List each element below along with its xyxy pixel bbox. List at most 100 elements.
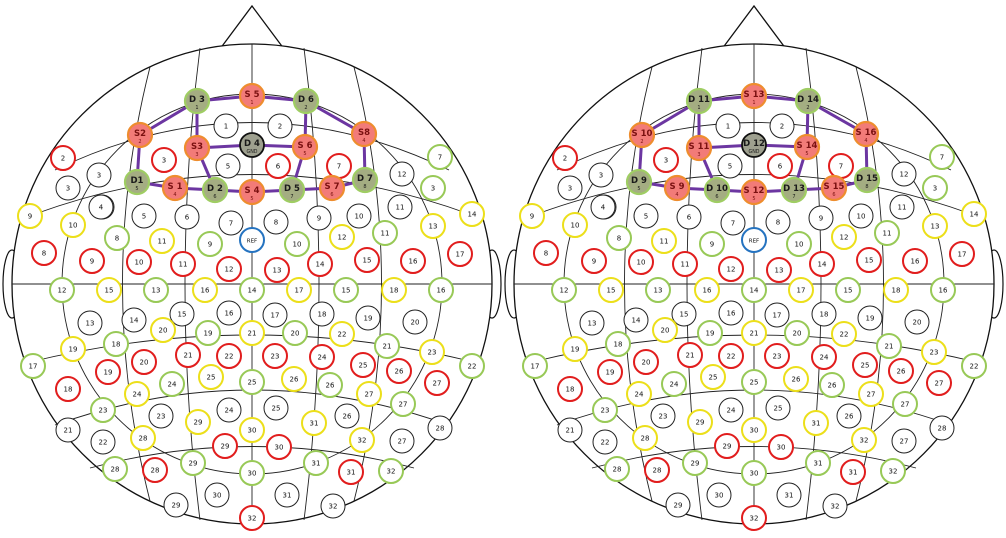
electrode-ring: [676, 204, 702, 230]
eeg-electrode: 23: [764, 343, 790, 369]
electrode-label: 25: [359, 362, 368, 370]
electrode-ring: [216, 300, 242, 326]
electrode-label: 5: [226, 163, 230, 171]
electrode-ring: [891, 428, 917, 454]
electrode-label: 17: [958, 251, 967, 259]
electrode-label: 31: [310, 420, 319, 428]
electrode-ring: [239, 417, 265, 443]
electrode-label: 29: [221, 443, 230, 451]
electrode-label: 18: [112, 341, 121, 349]
electrode-label: 13: [931, 223, 940, 231]
eeg-electrode: 10: [848, 203, 874, 229]
eeg-electrode: 15: [856, 247, 882, 273]
electrode-label: 24: [133, 391, 142, 399]
eeg-electrode: 3: [151, 147, 177, 173]
eeg-electrode: 6: [265, 153, 291, 179]
electrode-ring: [700, 364, 726, 390]
electrode-label: 3: [933, 185, 937, 193]
eeg-electrode: 22: [459, 353, 485, 379]
electrode-ring: [317, 372, 343, 398]
electrode-label: 29: [189, 460, 198, 468]
electrode-label: 19: [204, 330, 213, 338]
electrode-ring: [159, 371, 185, 397]
electrode-label: 23: [99, 407, 108, 415]
eeg-electrode: 22: [329, 321, 355, 347]
transverse-curve: [54, 122, 450, 171]
electrode-ring: [148, 403, 174, 429]
source-circle: [350, 120, 378, 148]
eeg-electrode: 25: [263, 395, 289, 421]
eeg-electrode: 21: [677, 342, 703, 368]
electrode-label: 23: [930, 349, 939, 357]
electrode-ring: [50, 145, 76, 171]
eeg-electrode: 21: [741, 320, 767, 346]
electrode-label: 16: [727, 310, 736, 318]
electrode-ring: [851, 427, 877, 453]
electrode-ring: [767, 153, 793, 179]
eeg-electrode: 30: [239, 460, 265, 486]
eeg-electrode: 20: [904, 309, 930, 335]
electrode-ring: [809, 251, 835, 277]
source-label: S 15: [824, 182, 845, 192]
electrode-ring: [264, 257, 290, 283]
electrode-label: 13: [273, 267, 282, 275]
electrode-ring: [239, 505, 265, 531]
electrode-label: 17: [29, 363, 38, 371]
electrode-ring: [402, 309, 428, 335]
eeg-electrode: 25: [239, 369, 265, 395]
detector-label: D1: [131, 176, 144, 186]
electrode-label: 19: [104, 369, 113, 377]
eeg-electrode: 24: [718, 397, 744, 423]
electrode-label: 27: [900, 438, 909, 446]
electrode-label: 14: [970, 211, 979, 219]
electrode-label: 12: [840, 234, 849, 242]
electrode-label: 12: [900, 171, 909, 179]
reference-ring: [741, 227, 767, 253]
electrode-ring: [597, 359, 623, 385]
electrode-ring: [768, 434, 794, 460]
detector-optode: D 95: [625, 168, 653, 196]
detector-label: D 6: [298, 95, 314, 105]
electrode-ring: [427, 144, 453, 170]
eeg-electrode: 21: [175, 342, 201, 368]
electrode-ring: [650, 403, 676, 429]
electrode-label: 16: [201, 287, 210, 295]
electrode-ring: [557, 417, 583, 443]
eeg-electrode: 12: [49, 277, 75, 303]
electrode-label: 16: [703, 287, 712, 295]
transverse-curve: [34, 174, 470, 215]
electrode-ring: [121, 307, 147, 333]
electrode-ring: [788, 277, 814, 303]
electrode-label: 32: [358, 437, 367, 445]
electrode-label: 16: [437, 287, 446, 295]
electrode-label: 30: [750, 427, 759, 435]
electrode-label: 11: [179, 261, 188, 269]
electrode-ring: [163, 492, 189, 518]
electrode-ring: [803, 410, 829, 436]
eeg-electrode: 10: [562, 212, 588, 238]
electrode-ring: [349, 427, 375, 453]
electrode-label: 20: [642, 359, 651, 367]
eeg-electrode: 18: [811, 301, 837, 327]
electrode-ring: [718, 397, 744, 423]
electrode-ring: [741, 369, 767, 395]
electrode-label: 18: [820, 311, 829, 319]
eeg-electrode: 15: [354, 247, 380, 273]
eeg-electrode: 7: [326, 153, 352, 179]
electrode-label: 13: [588, 320, 597, 328]
electrode-ring: [95, 359, 121, 385]
eeg-electrode: 23: [262, 343, 288, 369]
electrode-ring: [519, 203, 545, 229]
eeg-electrode: 12: [551, 277, 577, 303]
electrode-label: 24: [168, 381, 177, 389]
eeg-electrode: 19: [195, 320, 221, 346]
electrode-ring: [697, 320, 723, 346]
electrode-ring: [390, 391, 416, 417]
electrode-ring: [195, 320, 221, 346]
eeg-electrode: 4: [88, 194, 114, 220]
eeg-electrode: 3: [55, 175, 81, 201]
electrode-label: 22: [468, 363, 477, 371]
electrode-label: 29: [194, 419, 203, 427]
electrode-ring: [921, 339, 947, 365]
